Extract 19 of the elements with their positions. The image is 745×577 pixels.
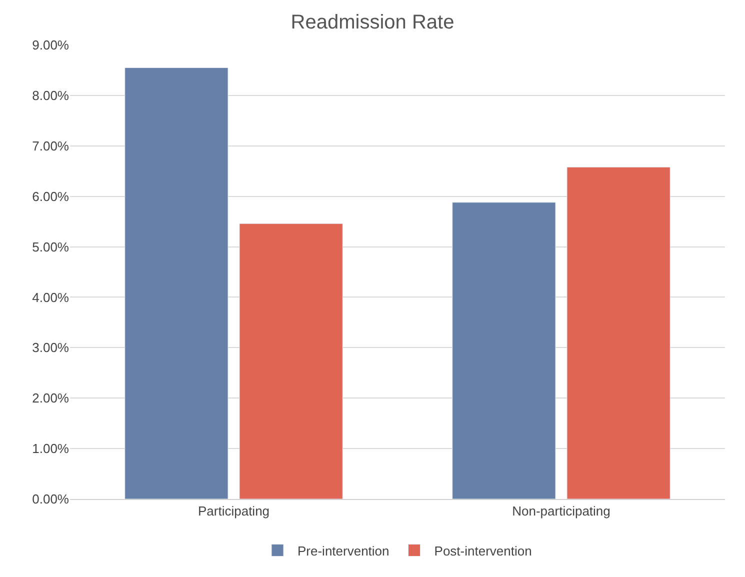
y-tick-label: 6.00%: [32, 188, 70, 204]
y-tick-label: 7.00%: [32, 138, 70, 154]
y-tick-label: 1.00%: [32, 441, 70, 456]
chart-title: Readmission Rate: [290, 11, 454, 34]
y-tick-label: 8.00%: [32, 88, 70, 103]
bar: [124, 67, 228, 499]
bar: [566, 166, 670, 499]
x-tick-label: Non-participating: [512, 504, 610, 519]
y-tick-label: 9.00%: [32, 38, 70, 53]
legend-label: Pre-intervention: [298, 543, 390, 558]
y-tick-label: 5.00%: [32, 239, 70, 254]
y-tick-label: 2.00%: [32, 390, 70, 406]
y-tick-label: 0.00%: [32, 492, 70, 507]
y-tick-label: 4.00%: [32, 290, 70, 305]
y-tick-label: 3.00%: [32, 340, 70, 356]
x-tick-label: Participating: [198, 504, 270, 519]
bar: [452, 202, 556, 499]
legend-label: Post-intervention: [434, 543, 532, 558]
bar: [239, 223, 343, 499]
